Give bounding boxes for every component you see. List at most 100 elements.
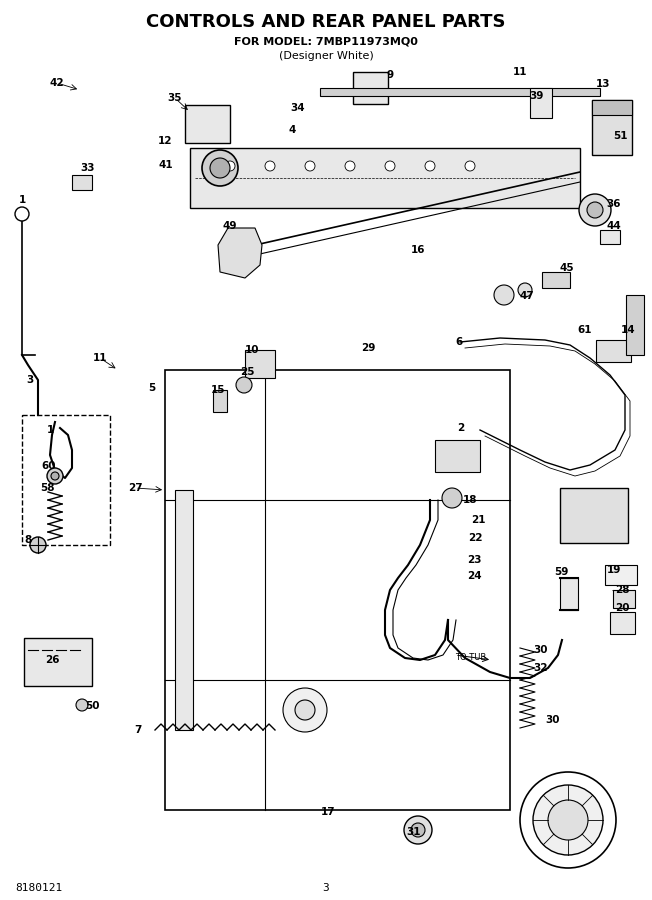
Circle shape — [518, 283, 532, 297]
Bar — [245, 350, 275, 378]
Text: 45: 45 — [559, 263, 574, 273]
Text: 25: 25 — [240, 367, 254, 377]
Circle shape — [225, 161, 235, 171]
Bar — [165, 370, 510, 810]
Text: 42: 42 — [50, 78, 65, 88]
Circle shape — [47, 468, 63, 484]
Text: 32: 32 — [534, 663, 548, 673]
Text: 1: 1 — [46, 425, 53, 435]
Text: 10: 10 — [244, 345, 259, 355]
Bar — [24, 638, 92, 686]
Text: TO TUB: TO TUB — [455, 653, 486, 662]
Text: 11: 11 — [93, 353, 107, 363]
Circle shape — [283, 688, 327, 732]
Text: 8: 8 — [24, 535, 32, 545]
Bar — [560, 578, 578, 610]
Circle shape — [411, 823, 425, 837]
Circle shape — [15, 207, 29, 221]
Circle shape — [425, 161, 435, 171]
Circle shape — [236, 377, 252, 393]
Bar — [185, 105, 230, 143]
Text: 29: 29 — [361, 343, 375, 353]
Bar — [592, 100, 632, 155]
Text: 47: 47 — [520, 291, 535, 301]
Text: 9: 9 — [387, 70, 394, 80]
Text: 22: 22 — [467, 533, 482, 543]
Text: 31: 31 — [407, 827, 421, 837]
Text: 44: 44 — [606, 221, 621, 231]
Circle shape — [404, 816, 432, 844]
Text: 24: 24 — [467, 571, 481, 581]
Circle shape — [305, 161, 315, 171]
Circle shape — [76, 699, 88, 711]
Text: 58: 58 — [40, 483, 54, 493]
Text: 35: 35 — [168, 93, 183, 103]
Bar — [613, 590, 635, 608]
Text: 6: 6 — [455, 337, 463, 347]
Text: 13: 13 — [596, 79, 610, 89]
Circle shape — [494, 285, 514, 305]
Text: 7: 7 — [134, 725, 141, 735]
Bar — [72, 175, 92, 190]
Text: 17: 17 — [321, 807, 335, 817]
Bar — [320, 88, 600, 96]
Bar — [190, 148, 580, 208]
Bar — [592, 100, 632, 115]
Circle shape — [587, 202, 603, 218]
Bar — [560, 488, 628, 543]
Text: 33: 33 — [81, 163, 95, 173]
Text: FOR MODEL: 7MBP11973MQ0: FOR MODEL: 7MBP11973MQ0 — [234, 37, 418, 47]
Text: 49: 49 — [223, 221, 237, 231]
Bar — [530, 88, 552, 118]
Circle shape — [265, 161, 275, 171]
Circle shape — [345, 161, 355, 171]
Circle shape — [30, 537, 46, 553]
Polygon shape — [218, 228, 262, 278]
Circle shape — [520, 772, 616, 868]
Text: 30: 30 — [534, 645, 548, 655]
Text: 51: 51 — [613, 131, 627, 141]
Text: 61: 61 — [578, 325, 592, 335]
Bar — [600, 230, 620, 244]
Text: 19: 19 — [607, 565, 621, 575]
Bar — [435, 440, 480, 472]
Text: 50: 50 — [85, 701, 99, 711]
Circle shape — [385, 161, 395, 171]
Text: 1: 1 — [18, 195, 25, 205]
Text: 8180121: 8180121 — [15, 883, 62, 893]
Circle shape — [533, 785, 603, 855]
Text: 34: 34 — [291, 103, 305, 113]
Circle shape — [465, 161, 475, 171]
Circle shape — [295, 700, 315, 720]
Bar — [605, 565, 637, 585]
Text: 30: 30 — [546, 715, 560, 725]
Text: 36: 36 — [607, 199, 621, 209]
Text: 41: 41 — [158, 160, 173, 170]
Text: 15: 15 — [211, 385, 225, 395]
Text: 11: 11 — [512, 67, 527, 77]
Bar — [610, 612, 635, 634]
Text: 16: 16 — [411, 245, 425, 255]
Text: 59: 59 — [554, 567, 568, 577]
Text: 39: 39 — [530, 91, 544, 101]
Text: 4: 4 — [288, 125, 296, 135]
Text: 2: 2 — [457, 423, 465, 433]
Text: 14: 14 — [621, 325, 635, 335]
Circle shape — [210, 158, 230, 178]
Circle shape — [51, 472, 59, 480]
Text: 60: 60 — [42, 461, 56, 471]
Text: 28: 28 — [615, 585, 629, 595]
Circle shape — [579, 194, 611, 226]
Circle shape — [442, 488, 462, 508]
Text: 5: 5 — [149, 383, 156, 393]
Circle shape — [202, 150, 238, 186]
Text: 12: 12 — [158, 136, 172, 146]
Text: 23: 23 — [467, 555, 481, 565]
Bar — [626, 295, 644, 355]
Text: CONTROLS AND REAR PANEL PARTS: CONTROLS AND REAR PANEL PARTS — [146, 13, 506, 31]
Text: 3: 3 — [323, 883, 329, 893]
Bar — [596, 340, 631, 362]
Bar — [22, 415, 110, 545]
Text: 20: 20 — [615, 603, 629, 613]
Text: 27: 27 — [128, 483, 142, 493]
